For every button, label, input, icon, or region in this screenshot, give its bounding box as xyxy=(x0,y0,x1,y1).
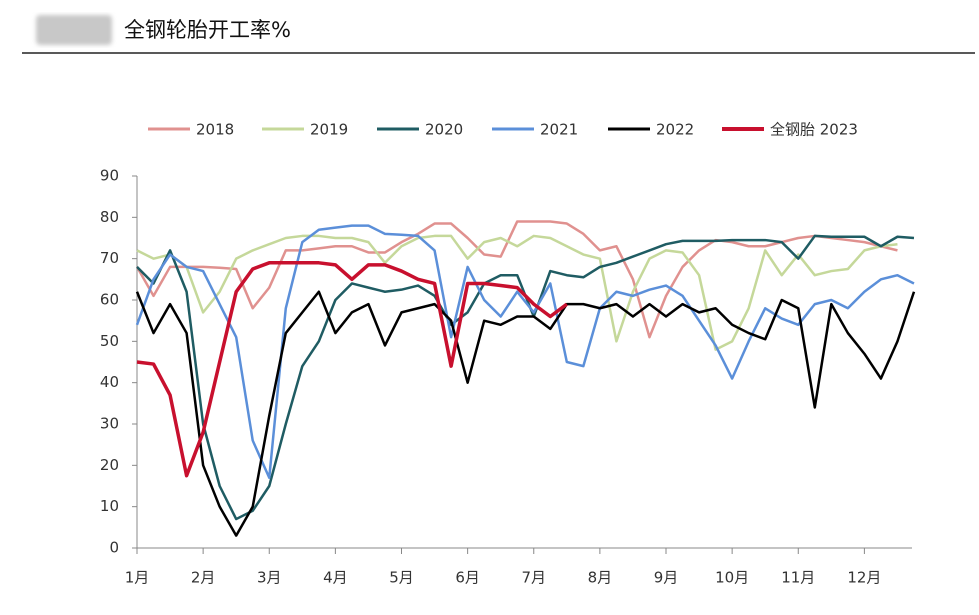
y-tick-label: 50 xyxy=(100,332,119,350)
x-tick-label: 2月 xyxy=(191,569,216,587)
legend-label: 2021 xyxy=(540,121,578,139)
y-tick-label: 10 xyxy=(100,497,119,515)
series-line xyxy=(136,234,915,521)
x-tick-label: 3月 xyxy=(257,569,282,587)
series-line xyxy=(135,224,915,479)
legend-label: 2018 xyxy=(196,121,234,139)
chart-title: 全钢轮胎开工率% xyxy=(124,18,291,42)
y-tick-label: 40 xyxy=(100,373,119,391)
y-tick-label: 90 xyxy=(100,167,119,185)
series-line xyxy=(136,234,898,351)
y-tick-label: 60 xyxy=(100,291,119,309)
y-tick-label: 80 xyxy=(100,208,119,226)
logo xyxy=(36,15,112,45)
x-tick-label: 4月 xyxy=(323,569,348,587)
x-tick-label: 9月 xyxy=(654,569,679,587)
y-tick-label: 0 xyxy=(109,539,119,557)
legend-label: 全钢胎 2023 xyxy=(770,121,858,139)
x-tick-label: 12月 xyxy=(847,569,881,587)
x-tick-label: 8月 xyxy=(588,569,613,587)
y-tick-label: 20 xyxy=(100,456,119,474)
series-line xyxy=(136,261,568,478)
legend-label: 2022 xyxy=(656,121,694,139)
legend-label: 2019 xyxy=(310,121,348,139)
series-line xyxy=(135,220,898,339)
x-tick-label: 10月 xyxy=(715,569,749,587)
x-tick-label: 11月 xyxy=(781,569,815,587)
legend-label: 2020 xyxy=(425,121,463,139)
x-tick-label: 5月 xyxy=(389,569,414,587)
series-line xyxy=(135,290,916,537)
x-tick-label: 7月 xyxy=(521,569,546,587)
x-tick-label: 6月 xyxy=(455,569,480,587)
x-tick-label: 1月 xyxy=(125,569,150,587)
y-tick-label: 30 xyxy=(100,415,119,433)
y-tick-label: 70 xyxy=(100,249,119,267)
